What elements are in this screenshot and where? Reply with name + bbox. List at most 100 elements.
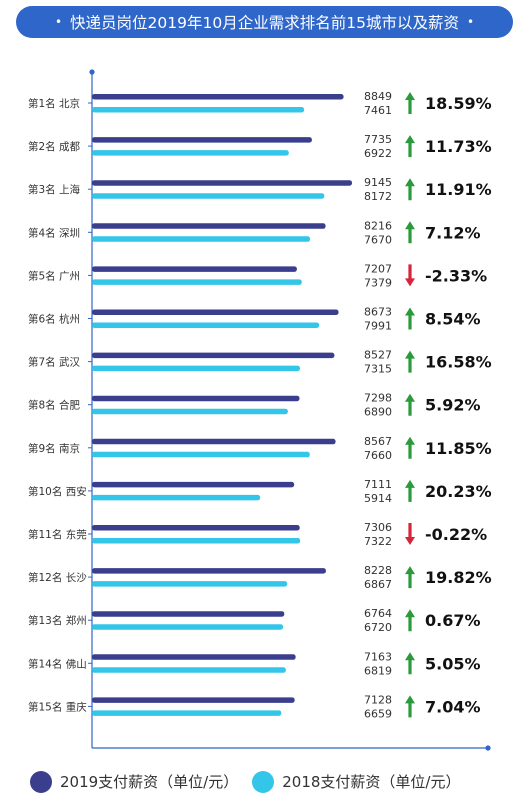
up-arrow-icon [405,350,415,373]
bar-2018 [92,322,320,328]
change-percent-label: 5.05% [425,654,481,673]
up-arrow-icon [405,92,415,114]
bar-2019 [92,395,300,402]
bar-2019 [92,352,335,359]
value-label-2018: 7991 [364,320,392,333]
category-label: 第1名 北京 [28,97,80,110]
bar-2018 [92,581,288,587]
bar-2018 [92,710,282,716]
bar-2018 [92,193,325,199]
change-percent-label: 7.04% [425,697,481,716]
bar-2019 [92,223,326,229]
value-label-2018: 7660 [364,449,392,462]
value-label-2019: 7163 [364,650,392,663]
up-arrow-icon [405,393,415,416]
bar-2018 [92,494,261,501]
value-label-2018: 7461 [364,104,392,117]
bar-2018 [92,279,302,285]
x-axis-end-dot [485,745,491,751]
legend-swatch-2019 [30,770,52,793]
value-label-2018: 7379 [364,276,392,289]
bar-2019 [92,180,352,186]
legend-label-2019: 2019支付薪资（单位/元） [60,773,239,791]
value-label-2018: 7315 [364,363,392,376]
category-label: 第8名 合肥 [28,399,81,412]
category-label: 第4名 深圳 [28,226,80,239]
change-percent-label: 5.92% [425,396,481,415]
bar-2018 [92,624,284,630]
category-label: 第7名 武汉 [28,356,81,369]
change-percent-label: 19.82% [425,568,492,587]
bar-2019 [92,654,296,660]
value-label-2019: 7735 [364,133,392,146]
bar-2019 [92,525,300,531]
category-label: 第6名 杭州 [28,313,80,326]
bar-2019 [92,611,285,617]
change-percent-label: 11.85% [425,439,492,458]
change-percent-label: 11.73% [425,137,492,156]
change-percent-label: 7.12% [425,223,481,242]
value-label-2018: 6867 [364,578,392,591]
value-label-2019: 8849 [364,90,392,103]
legend-swatch-2018 [252,770,275,793]
value-label-2018: 7322 [364,535,392,548]
y-axis-end-dot [89,69,95,75]
value-label-2019: 7207 [364,262,392,275]
change-percent-label: -2.33% [425,266,487,285]
value-label-2019: 8216 [364,219,392,232]
bar-2018 [92,107,305,113]
value-label-2019: 7111 [364,478,392,491]
category-label: 第10名 西安 [28,485,87,498]
up-arrow-icon [405,307,415,330]
bar-2019 [92,697,295,703]
change-percent-label: 18.59% [425,94,492,113]
value-label-2019: 9145 [364,176,392,189]
up-arrow-icon [405,479,415,502]
down-arrow-icon [405,264,415,287]
legend-item-2019: 2019支付薪资（单位/元） [30,770,239,793]
legend: 2019支付薪资（单位/元） 2018支付薪资（单位/元） [30,770,529,793]
bar-2018 [92,451,310,458]
bar-2019 [92,94,344,100]
value-label-2019: 8673 [364,306,392,319]
category-label: 第11名 东莞 [28,528,87,541]
up-arrow-icon [405,436,415,459]
bar-2019 [92,481,295,488]
category-label: 第13名 郑州 [28,614,87,627]
legend-item-2018: 2018支付薪资（单位/元） [252,770,460,793]
value-label-2018: 7670 [364,233,392,246]
up-arrow-icon [405,178,415,201]
value-label-2018: 8172 [364,190,392,203]
bar-2019 [92,137,312,143]
up-arrow-icon [405,221,415,244]
bar-2018 [92,365,300,372]
value-label-2019: 6764 [364,607,392,620]
bar-2018 [92,236,311,242]
value-label-2019: 7298 [364,392,392,405]
category-label: 第9名 南京 [28,442,80,455]
bar-2018 [92,408,288,415]
change-percent-label: 20.23% [425,482,492,501]
value-label-2018: 5914 [364,492,392,505]
bar-2019 [92,438,336,445]
category-label: 第3名 上海 [28,183,81,196]
bar-2019 [92,568,326,574]
title-left-dot: • [54,15,63,29]
category-label: 第15名 重庆 [28,700,87,713]
value-label-2018: 6659 [364,707,392,720]
title-right-dot: • [466,15,475,29]
value-label-2019: 8228 [364,564,392,577]
